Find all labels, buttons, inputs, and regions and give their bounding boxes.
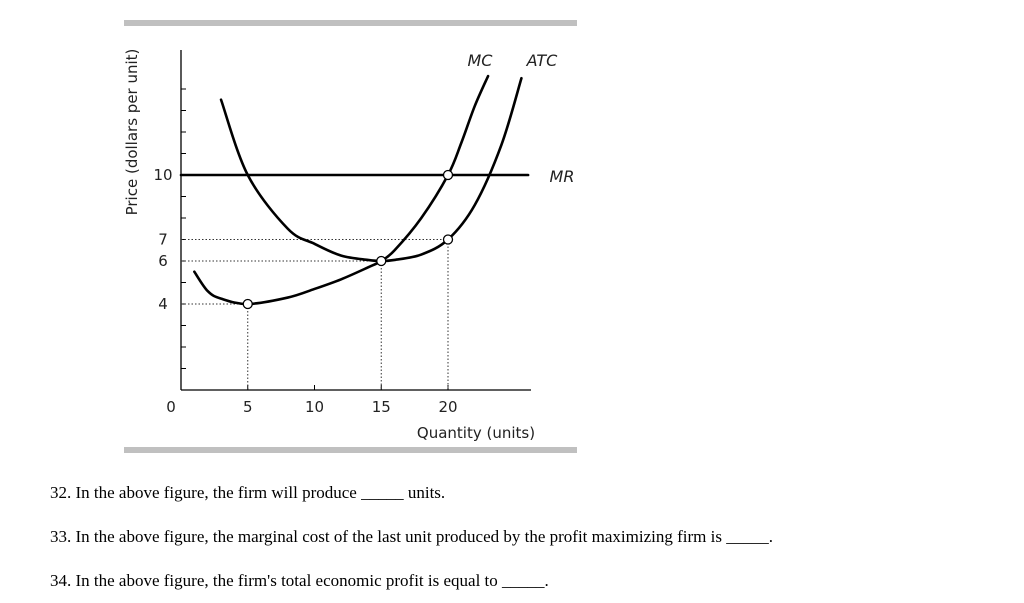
- y-axis-label: Price (dollars per unit): [123, 49, 141, 216]
- x-tick-label: 5: [243, 398, 253, 416]
- key-point: [376, 255, 387, 267]
- question-33: 33. In the above figure, the marginal co…: [50, 527, 773, 546]
- key-point: [442, 234, 454, 245]
- x-tick-label: 15: [372, 398, 391, 416]
- cost-curves-chart: 4 6 7 10 0 5 10 15 20 Quantity (units) Price (doll…: [123, 20, 577, 453]
- mr-label: MR: [550, 167, 575, 186]
- frame-bar-bottom: [124, 447, 577, 453]
- mc-curve: [193, 74, 490, 306]
- x-tick-label: 0: [166, 398, 176, 416]
- chart-plot-area: 4 6 7 10 0 5 10 15 20 Quantity (units) Price (doll…: [123, 49, 574, 442]
- x-axis-label: Quantity (units): [417, 424, 535, 442]
- y-tick-label: 7: [158, 231, 168, 249]
- mc-label: MC: [468, 51, 494, 70]
- key-point: [242, 298, 253, 310]
- y-tick-label: 10: [153, 166, 172, 184]
- frame-bar-top: [124, 20, 577, 26]
- y-tick-label: 6: [158, 252, 168, 270]
- question-34: 34. In the above figure, the firm's tota…: [50, 571, 549, 590]
- x-tick-label: 20: [438, 398, 457, 416]
- atc-curve: [219, 76, 523, 263]
- key-point: [442, 169, 454, 181]
- x-tick-label: 10: [305, 398, 324, 416]
- atc-label: ATC: [526, 51, 559, 70]
- question-32: 32. In the above figure, the firm will p…: [50, 483, 446, 502]
- y-tick-label: 4: [158, 295, 168, 313]
